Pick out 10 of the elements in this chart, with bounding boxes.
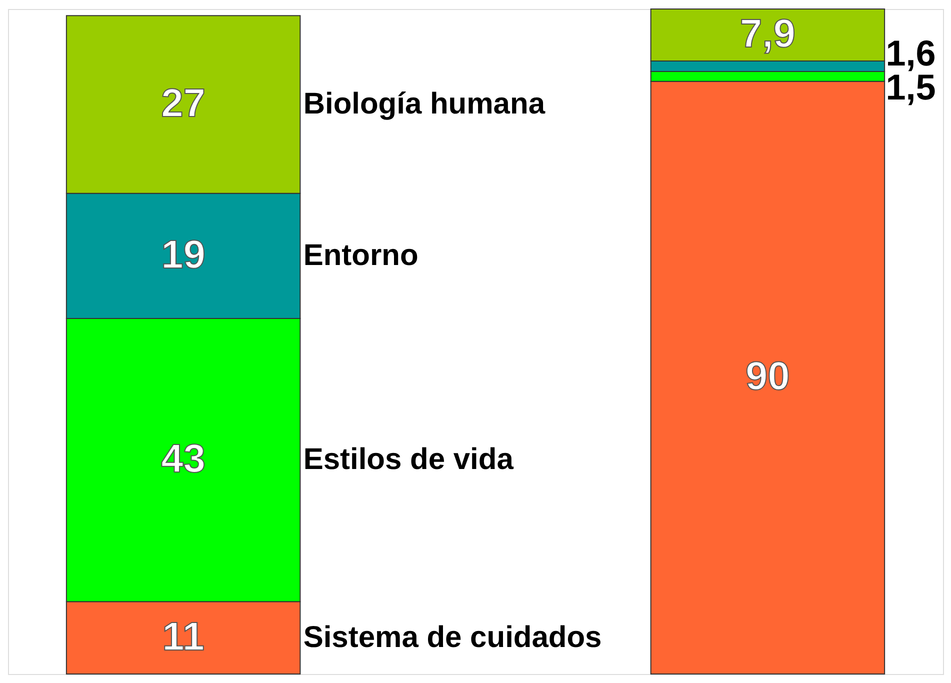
data-label: 11 — [162, 614, 204, 659]
data-label: 90 — [745, 354, 790, 399]
series-label: Estilos de vida — [303, 443, 514, 476]
data-label: 43 — [161, 437, 206, 482]
data-label: 27 — [161, 81, 206, 126]
data-label: 19 — [161, 232, 206, 277]
series-label: Sistema de cuidados — [303, 620, 602, 654]
series-label: Entorno — [303, 238, 418, 272]
data-label: 7,9 — [740, 12, 796, 56]
series-label: Biología humana — [303, 87, 546, 120]
